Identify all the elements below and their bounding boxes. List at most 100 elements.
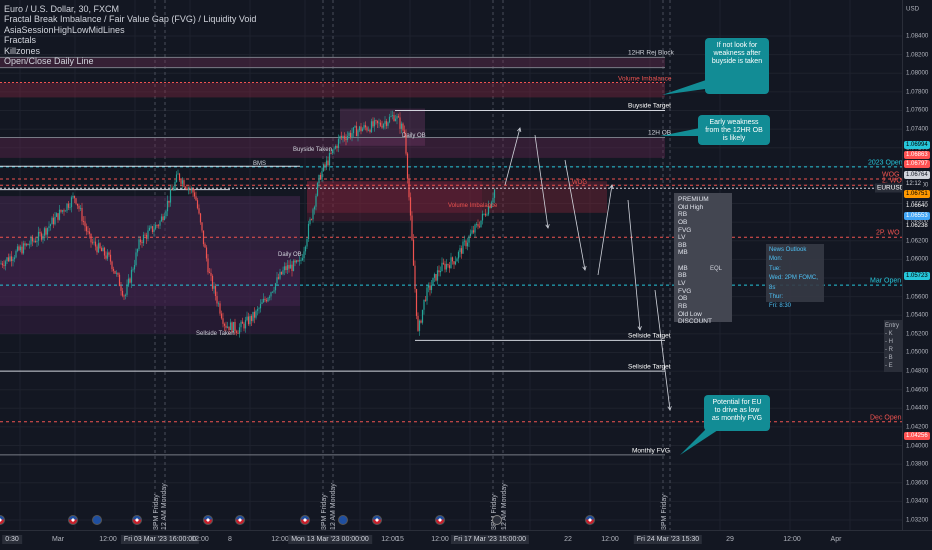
projection-arrowhead bbox=[517, 127, 522, 132]
zone-12h-ob bbox=[0, 137, 665, 158]
price-tag: 1.06238 bbox=[904, 222, 930, 230]
us-flag-icon[interactable] bbox=[372, 515, 382, 525]
candle-body bbox=[322, 164, 325, 172]
time-label: 22 bbox=[564, 536, 572, 543]
candle-body bbox=[10, 256, 13, 262]
candle-body bbox=[72, 195, 74, 198]
us-flag-icon[interactable] bbox=[435, 515, 445, 525]
candle-body bbox=[222, 318, 224, 324]
candle-body bbox=[183, 180, 185, 187]
price-tick: 1.07400 bbox=[906, 125, 929, 133]
candle-body bbox=[465, 240, 467, 247]
symbol-title[interactable]: Euro / U.S. Dollar, 30, FXCM bbox=[4, 4, 120, 14]
price-tick: 1.05600 bbox=[906, 293, 929, 301]
chart-label-wog-mid: WOG bbox=[572, 180, 587, 187]
candle-body bbox=[64, 210, 67, 212]
news-tue: Tue: bbox=[769, 265, 781, 272]
candle-body bbox=[220, 313, 223, 319]
candle-body bbox=[157, 225, 160, 227]
indicator-killzones[interactable]: Killzones bbox=[4, 45, 41, 56]
candle-body bbox=[280, 271, 283, 275]
candle-body bbox=[340, 136, 343, 138]
indicator-fvg[interactable]: Fractal Break Imbalance / Fair Value Gap… bbox=[4, 14, 257, 25]
callout-early-weakness[interactable]: Early weakness from the 12HR OB is likel… bbox=[698, 115, 770, 145]
candle-body bbox=[219, 303, 221, 314]
pd-item: RB bbox=[678, 211, 688, 219]
callout-potential-drive[interactable]: Potential for EU to drive as low as mont… bbox=[704, 395, 770, 431]
candle-body bbox=[78, 205, 80, 209]
us-flag-icon[interactable] bbox=[203, 515, 213, 525]
pd-item bbox=[678, 257, 728, 265]
candle-body bbox=[39, 231, 41, 234]
price-tick: 1.07800 bbox=[906, 88, 929, 96]
us-flag-icon[interactable] bbox=[132, 515, 142, 525]
candle-body bbox=[261, 302, 263, 304]
candle-body bbox=[159, 221, 161, 226]
candle-body bbox=[76, 203, 79, 206]
candle-body bbox=[36, 240, 38, 243]
candle-body bbox=[1, 263, 4, 266]
callout-weakness-after-buyside[interactable]: If not look for weakness after buyside i… bbox=[705, 38, 769, 94]
time-label: 0:30 bbox=[2, 535, 22, 544]
us-flag-icon[interactable] bbox=[235, 515, 245, 525]
candle-body bbox=[139, 239, 142, 243]
candle-body bbox=[9, 256, 11, 262]
candle-body bbox=[433, 274, 436, 278]
candle-body bbox=[297, 260, 299, 262]
candle-body bbox=[204, 244, 206, 248]
session-vertical-label: 3PM Friday bbox=[153, 494, 160, 530]
candle-body bbox=[106, 252, 109, 259]
candle-body bbox=[121, 290, 124, 296]
candle-body bbox=[454, 261, 457, 265]
candle-body bbox=[462, 241, 464, 254]
pd-item: Old High bbox=[678, 203, 704, 211]
level-label: Sellside Target bbox=[628, 363, 671, 371]
candle-body bbox=[450, 257, 452, 269]
us-flag-icon[interactable] bbox=[68, 515, 78, 525]
eu-flag-icon[interactable] bbox=[338, 515, 348, 525]
time-axis[interactable]: 0:30 Mar 12:00 Fri 03 Mar '23 16:00:00 12:00… bbox=[0, 530, 932, 550]
candle-body bbox=[253, 311, 256, 318]
eu-flag-icon[interactable] bbox=[92, 515, 102, 525]
entry-line: - H bbox=[885, 339, 893, 345]
candle-body bbox=[217, 303, 220, 305]
candle-body bbox=[316, 183, 319, 196]
candle-body bbox=[202, 230, 205, 245]
zone-volume-imbalance-mid bbox=[307, 181, 607, 213]
candle-body bbox=[375, 120, 377, 122]
candle-body bbox=[130, 269, 133, 283]
candle-body bbox=[330, 153, 332, 154]
candle-body bbox=[184, 186, 187, 188]
candle-body bbox=[247, 316, 250, 325]
candle-body bbox=[468, 236, 470, 243]
candle-body bbox=[18, 246, 20, 251]
level-label: Buyside Target bbox=[628, 102, 671, 110]
pd-item: BB bbox=[678, 241, 687, 249]
price-tick: 1.08400 bbox=[906, 32, 929, 40]
price-chart[interactable] bbox=[0, 0, 932, 530]
indicator-daily-line[interactable]: Open/Close Daily Line bbox=[4, 56, 94, 67]
news-thu: Thur: bbox=[769, 294, 784, 301]
projection-arrowhead bbox=[545, 224, 550, 229]
chart-label-sellside-taken: Sellside Taken bbox=[196, 330, 235, 337]
price-tag: 1.05723 bbox=[904, 272, 930, 280]
candle-body bbox=[238, 327, 241, 334]
candle-body bbox=[342, 136, 344, 138]
premium-discount-box: PREMIUM Old High RB OB FVG LV BB MB MB BB LV FVG OB R… bbox=[674, 193, 732, 325]
price-tick: 1.04000 bbox=[906, 442, 929, 450]
us-flag-icon[interactable] bbox=[300, 515, 310, 525]
session-vertical-label: 12 AM Monday bbox=[501, 483, 508, 530]
candle-body bbox=[178, 173, 181, 181]
candle-body bbox=[274, 283, 277, 291]
candle-body bbox=[315, 195, 317, 207]
candle-body bbox=[307, 223, 310, 239]
indicator-fractals[interactable]: Fractals bbox=[4, 35, 37, 46]
candle-body bbox=[475, 224, 478, 225]
us-flag-icon[interactable] bbox=[585, 515, 595, 525]
projection-arrow bbox=[504, 127, 521, 186]
price-axis[interactable]: USD 1.08400 1.08200 1.08000 1.07800 1.07600 1… bbox=[902, 0, 932, 530]
candle-body bbox=[48, 226, 50, 229]
indicator-asia-session[interactable]: AsiaSessionHighLowMidLines bbox=[4, 24, 125, 35]
lightning-icon[interactable] bbox=[492, 515, 502, 525]
candle-body bbox=[153, 229, 155, 232]
